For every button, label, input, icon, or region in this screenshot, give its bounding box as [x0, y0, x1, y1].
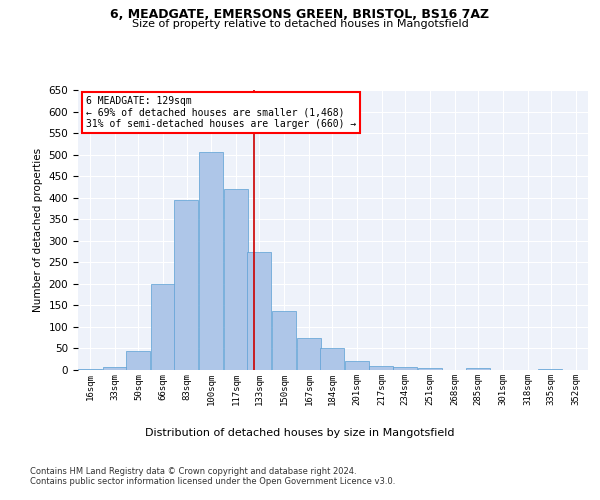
- Bar: [296, 338, 320, 370]
- Text: 6 MEADGATE: 129sqm
← 69% of detached houses are smaller (1,468)
31% of semi-deta: 6 MEADGATE: 129sqm ← 69% of detached hou…: [86, 96, 356, 129]
- Y-axis label: Number of detached properties: Number of detached properties: [33, 148, 43, 312]
- Bar: [126, 350, 150, 370]
- Bar: [466, 368, 490, 370]
- Bar: [199, 152, 223, 370]
- Text: Distribution of detached houses by size in Mangotsfield: Distribution of detached houses by size …: [145, 428, 455, 438]
- Bar: [174, 200, 198, 370]
- Bar: [224, 189, 248, 370]
- Text: 6, MEADGATE, EMERSONS GREEN, BRISTOL, BS16 7AZ: 6, MEADGATE, EMERSONS GREEN, BRISTOL, BS…: [110, 8, 490, 20]
- Text: Contains public sector information licensed under the Open Government Licence v3: Contains public sector information licen…: [30, 478, 395, 486]
- Bar: [103, 366, 127, 370]
- Bar: [344, 360, 368, 370]
- Bar: [393, 367, 417, 370]
- Bar: [272, 310, 296, 370]
- Bar: [320, 348, 344, 370]
- Text: Size of property relative to detached houses in Mangotsfield: Size of property relative to detached ho…: [131, 19, 469, 29]
- Bar: [78, 368, 102, 370]
- Bar: [538, 369, 562, 370]
- Bar: [247, 252, 271, 370]
- Bar: [151, 284, 175, 370]
- Text: Contains HM Land Registry data © Crown copyright and database right 2024.: Contains HM Land Registry data © Crown c…: [30, 468, 356, 476]
- Bar: [370, 366, 394, 370]
- Bar: [418, 368, 442, 370]
